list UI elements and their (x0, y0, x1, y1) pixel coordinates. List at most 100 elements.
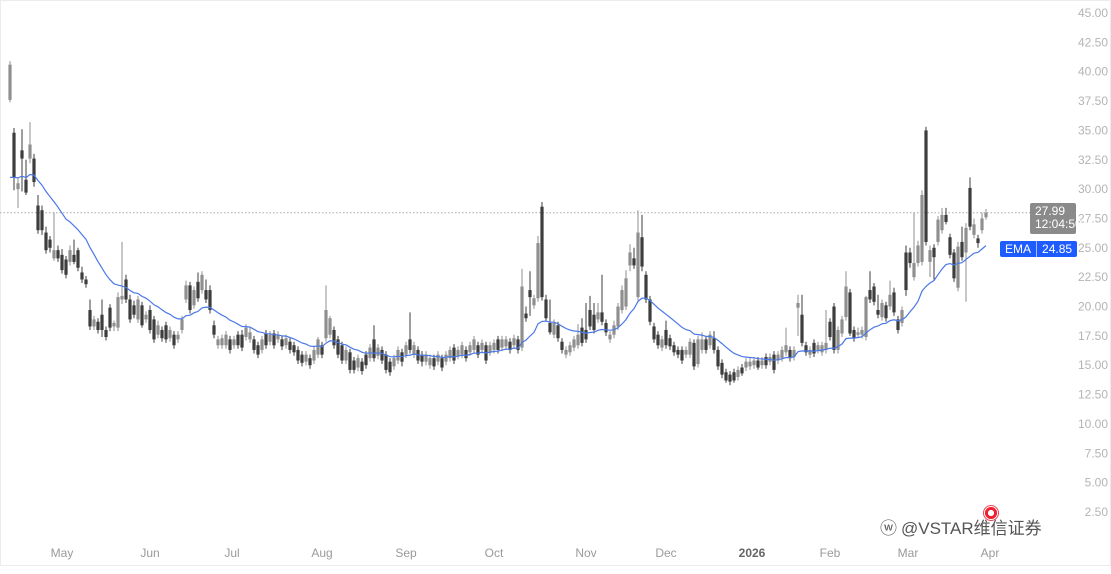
candle (524, 306, 528, 322)
candle (312, 346, 316, 365)
candle (236, 331, 240, 349)
candle (772, 351, 776, 374)
x-tick-label: Apr (981, 546, 1000, 560)
y-tick-label: 10.00 (1078, 417, 1108, 431)
candle (720, 359, 724, 379)
candle-body (232, 339, 236, 346)
candle-body (712, 338, 716, 350)
candle-body (540, 206, 544, 298)
candle (328, 315, 332, 339)
candle-body (240, 334, 244, 348)
candle (872, 283, 876, 306)
candle (152, 315, 156, 343)
candle-body (972, 224, 976, 235)
candle-body (188, 285, 192, 311)
candle-body (404, 345, 408, 355)
candle-body (452, 347, 456, 361)
candle (944, 207, 948, 225)
candle (140, 301, 144, 328)
candle (144, 311, 148, 323)
candle-body (916, 245, 920, 264)
candle (844, 271, 848, 321)
candle-body (960, 241, 964, 258)
candle (456, 346, 460, 360)
candle-body (472, 339, 476, 350)
candle-body (420, 354, 424, 362)
candle (556, 321, 560, 342)
candle (600, 274, 604, 326)
candle (444, 351, 448, 366)
y-axis: 2.50 5.00 7.50 10.00 12.50 15.00 17.50 20.00 22.… (1078, 6, 1108, 519)
candle-body (812, 342, 816, 354)
candle-body (804, 345, 808, 353)
last-price-tag: 27.99 12:04:50 (1030, 203, 1082, 234)
candle (536, 236, 540, 302)
y-tick-label: 25.00 (1078, 241, 1108, 255)
candle-body (956, 246, 960, 288)
y-tick-label: 15.00 (1078, 358, 1108, 372)
candle-body (212, 325, 216, 335)
candle (148, 305, 152, 334)
candle (888, 280, 892, 311)
candle (360, 358, 364, 375)
ema-tag[interactable]: EMA 24.85 (1000, 241, 1078, 257)
y-tick-label: 42.50 (1078, 35, 1108, 49)
candle (332, 326, 336, 349)
candle-body (544, 299, 548, 319)
candle (660, 335, 664, 352)
candle (828, 318, 832, 341)
candle (300, 351, 304, 367)
candle-body (736, 369, 740, 377)
candle-body (324, 310, 328, 339)
candle (700, 332, 704, 354)
candle-body (856, 332, 860, 335)
candle-body (644, 274, 648, 300)
candle-body (604, 322, 608, 333)
candle (316, 337, 320, 359)
candle (348, 348, 352, 374)
candle (620, 285, 624, 314)
candle (880, 299, 884, 321)
candle-body (428, 358, 432, 366)
candle-body (164, 325, 168, 340)
candle (808, 346, 812, 359)
candle-body (36, 205, 40, 231)
candle-body (724, 372, 728, 381)
candle (896, 315, 900, 334)
candle (468, 341, 472, 356)
candle-body (844, 286, 848, 318)
candle-body (468, 345, 472, 353)
candle-body (408, 339, 412, 350)
candle (636, 210, 640, 301)
candle-body (280, 339, 284, 347)
candle-body (160, 329, 164, 339)
candle (716, 346, 720, 370)
candle-body (28, 144, 32, 159)
y-tick-label: 45.00 (1078, 6, 1108, 20)
candle-body (808, 349, 812, 355)
candle (20, 129, 24, 192)
candle (816, 341, 820, 354)
candle (800, 294, 804, 347)
candle (304, 351, 308, 366)
candle (284, 334, 288, 349)
candle-body (244, 327, 248, 338)
candle (584, 302, 588, 343)
candle-body (104, 329, 108, 338)
candle-body (184, 285, 188, 300)
candle-body (864, 297, 868, 338)
candle-body (560, 341, 564, 350)
candle-body (248, 332, 252, 340)
candle (592, 302, 596, 334)
candle-body (732, 372, 736, 381)
candle (100, 299, 104, 338)
candle (868, 271, 872, 303)
candle-body (500, 339, 504, 348)
candle (60, 248, 64, 274)
candle-body (516, 339, 520, 350)
candle (940, 207, 944, 234)
candle-body (72, 254, 76, 262)
candle-body (756, 360, 760, 368)
